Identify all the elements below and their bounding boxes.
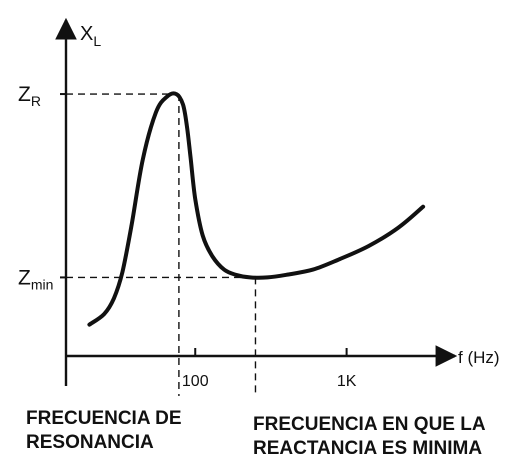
- resonance-caption: FRECUENCIA DE RESONANCIA: [26, 407, 182, 455]
- min-reactance-caption: FRECUENCIA EN QUE LA REACTANCIA ES MINIM…: [253, 413, 486, 461]
- y-axis-label-base: X: [80, 23, 93, 45]
- resonance-caption-line-2: RESONANCIA: [26, 432, 154, 453]
- x-tick-label-1: 1K: [337, 373, 357, 390]
- resonance-caption-line-1: FRECUENCIA DE: [26, 408, 182, 429]
- x-tick-label-0: 100: [182, 373, 209, 390]
- y-mark-label-base-1: Z: [18, 266, 31, 289]
- y-axis-label: XL: [80, 23, 101, 49]
- min-reactance-caption-line-2: REACTANCIA ES MINIMA: [253, 438, 483, 459]
- y-mark-label-0: ZR: [18, 83, 41, 109]
- y-mark-label-base-0: Z: [18, 83, 31, 106]
- min-reactance-caption-line-1: FRECUENCIA EN QUE LA: [253, 414, 486, 435]
- y-mark-label-sub-0: R: [31, 93, 41, 109]
- y-mark-label-1: Zmin: [18, 266, 53, 292]
- series-line: [87, 91, 426, 327]
- y-mark-label-sub-1: min: [31, 276, 54, 292]
- x-axis-label: f (Hz): [458, 348, 500, 367]
- y-axis-label-sub: L: [93, 33, 101, 49]
